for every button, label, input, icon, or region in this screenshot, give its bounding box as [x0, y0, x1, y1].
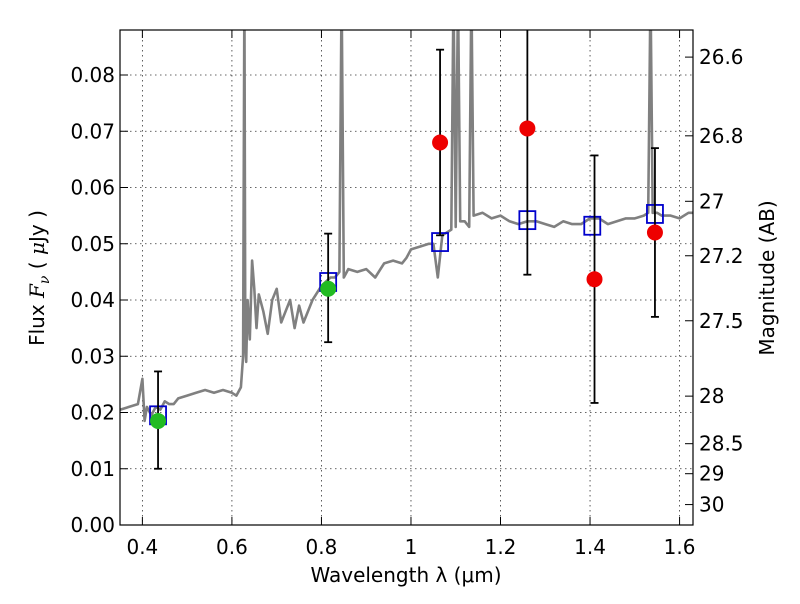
x-tick-label: 0.4 — [126, 535, 158, 559]
y-axis-title-mid: ( — [25, 255, 49, 276]
ticks: 0.4 0.6 0.8 1 1.2 1.4 1.6 0.00 0.01 0.02 0.03 0.04 0… — [70, 30, 744, 559]
observed-flux-point — [320, 280, 337, 297]
y2-axis-title: Magnitude (AB) — [755, 200, 779, 355]
x-axis-title: Wavelength λ (μm) — [310, 563, 501, 587]
y-tick-label: 0.08 — [70, 63, 115, 87]
y2-tick-label: 28 — [699, 384, 724, 408]
y-axis-title-mu: μ — [25, 242, 49, 255]
x-tick-label: 1.2 — [485, 535, 517, 559]
observed-flux-point — [519, 120, 536, 137]
y-tick-label: 0.02 — [70, 401, 115, 425]
y2-tick-label: 27 — [699, 189, 724, 213]
y-tick-label: 0.00 — [70, 513, 115, 537]
observed-flux-point — [432, 134, 449, 151]
x-tick-label: 0.6 — [216, 535, 248, 559]
x-tick-label: 1.6 — [664, 535, 696, 559]
y2-tick-label: 27.5 — [699, 309, 744, 333]
y-tick-label: 0.01 — [70, 457, 115, 481]
observed-flux-point — [150, 412, 167, 429]
y2-tick-label: 26.6 — [699, 45, 744, 69]
y2-tick-label: 27.2 — [699, 244, 744, 268]
y-axis-title-subscript: ν — [37, 275, 53, 284]
y2-tick-label: 30 — [699, 493, 724, 517]
y-tick-label: 0.05 — [70, 232, 115, 256]
y-axis-title-symbol: F — [25, 283, 49, 299]
y-tick-label: 0.07 — [70, 119, 115, 143]
template-spectrum-line — [120, 30, 693, 423]
plot-frame — [119, 29, 694, 526]
y-tick-label: 0.03 — [70, 344, 115, 368]
plot-background — [120, 30, 693, 525]
x-tick-label: 0.8 — [306, 535, 338, 559]
y-tick-label: 0.06 — [70, 176, 115, 200]
y-axis-title-prefix: Flux — [25, 298, 49, 346]
observed-flux-point — [646, 224, 663, 241]
y-axis-title: Flux Fν ( μJy ) — [25, 210, 53, 346]
y2-tick-label: 28.5 — [699, 432, 744, 456]
y2-tick-label: 29 — [699, 462, 724, 486]
y2-tick-label: 26.8 — [699, 124, 744, 148]
data-layer — [120, 30, 693, 470]
y-axis-title-suffix: Jy ) — [25, 210, 49, 244]
model-flux-square — [583, 215, 602, 236]
grid — [120, 30, 693, 525]
x-tick-label: 1 — [405, 535, 418, 559]
x-tick-label: 1.4 — [574, 535, 606, 559]
observed-flux-point — [586, 271, 603, 288]
y-tick-label: 0.04 — [70, 288, 115, 312]
